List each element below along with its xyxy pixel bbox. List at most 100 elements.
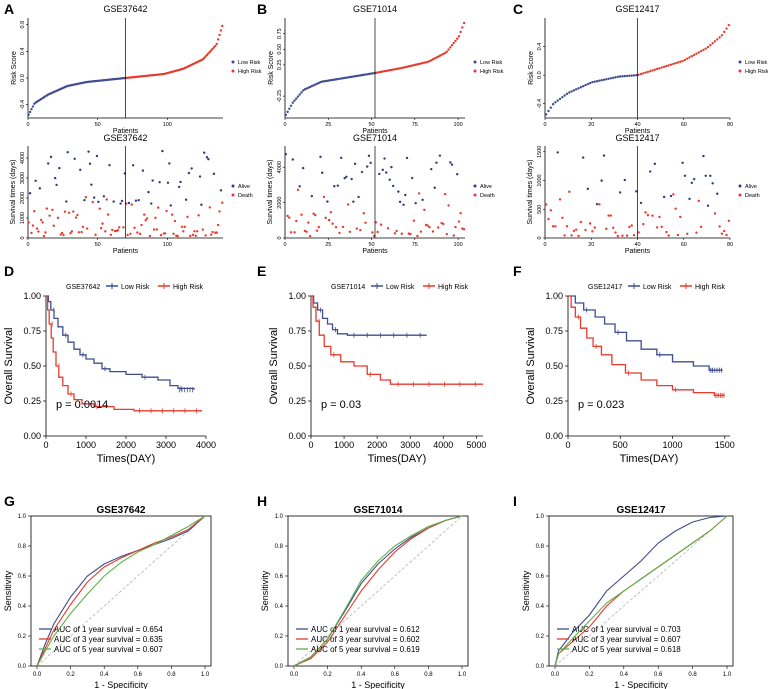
risk-point [623,74,626,78]
y-tick-label: 2000 [20,192,26,204]
death-point [35,227,39,230]
alive-point [177,185,181,189]
alive-point [366,165,369,168]
panel-letter-A: A [4,1,14,17]
legend-label-low: Low Risk [386,284,415,291]
x-axis-label: Times(DAY) [620,453,679,465]
y-tick-label: 0.25 [288,396,306,406]
x-tick-label: 75 [412,242,418,248]
death-point [140,223,143,227]
y-tick-label: 0.4 [537,43,543,51]
p-value-label: p = 0.03 [321,399,361,411]
y-tick-label: 0.2 [275,634,284,640]
x-tick-label: 50 [95,242,101,248]
y-tick-label: 0.0 [537,71,543,79]
alive-point [190,167,193,170]
alive-point [405,156,409,160]
risk-point [591,80,594,84]
death-point [37,230,40,233]
risk-point [642,72,645,75]
x-tick-label: 0.2 [323,672,332,678]
risk-point [676,61,680,64]
x-tick-label: 1000 [663,440,683,450]
y-tick-label: -0.4 [537,99,543,108]
legend-marker-alive [231,184,235,188]
y-tick-label: 0 [20,236,26,239]
death-point [215,231,218,234]
death-point [157,206,160,209]
y-tick-label: 3000 [20,172,26,184]
risk-point [681,59,684,63]
alive-point [66,150,69,154]
legend-marker-low [231,60,235,64]
death-point [676,233,680,237]
death-point [315,229,319,232]
alive-point [198,175,202,178]
alive-point [97,200,100,204]
alive-point [137,198,140,202]
roc-curve-3yr [293,515,463,667]
risk-point [723,30,726,34]
alive-point [53,176,57,180]
death-point [183,225,186,229]
death-point [364,221,367,225]
y-tick-label: 0.00 [288,431,306,441]
death-point [98,207,101,210]
death-point [314,213,317,217]
risk-point [612,76,615,80]
alive-point [88,162,92,165]
legend-title: GSE71014 [331,284,365,291]
death-point [379,223,383,226]
alive-point [595,202,599,206]
risk-point [205,53,209,57]
death-point [136,231,139,234]
risk-point [215,42,218,46]
legend-label: AUC of 1 year survival = 0.654 [54,625,163,634]
plot-title: GSE71014 [353,4,397,14]
y-tick-label: 1500 [537,146,543,158]
alive-point [28,192,32,195]
plot-frame [548,515,734,667]
km-plot-F: 0 500 1000 1500 0.00 0.25 0.50 0.75 1.00 Times(DA… [525,283,735,465]
death-point [416,234,419,238]
alive-point [350,177,353,181]
risk-point [646,70,650,74]
risk-point [586,82,589,86]
death-point [547,217,550,221]
x-tick-label: 50 [95,122,101,128]
risk-point [665,64,668,68]
y-tick-label: 0.4 [18,604,27,610]
x-tick-label: 4000 [433,440,453,450]
death-point [579,220,583,224]
risk-point [635,74,638,77]
death-point [565,225,569,228]
death-point [561,216,564,219]
risk-point [544,113,548,116]
alive-point [397,190,400,193]
risk-point [697,51,700,54]
death-point [417,192,421,195]
death-point [395,229,398,233]
y-tick-label: 4000 [277,161,283,173]
y-tick-label: 0.0 [20,74,26,82]
risk-point [704,47,707,50]
x-tick-label: 0.8 [424,672,433,678]
roc-curve-1yr [36,515,206,667]
legend-label-alive: Alive [745,184,757,190]
alive-point [340,156,343,160]
y-tick-label: -0.25 [277,90,283,103]
death-point [575,228,578,231]
risk-point [713,40,717,43]
y-tick-label: 0.8 [536,544,545,550]
y-tick-label: 0.50 [23,361,41,371]
risk-point [709,43,712,47]
death-point [697,199,700,203]
y-axis-label: Sensitivity [260,570,270,611]
x-tick-label: 1500 [715,440,735,450]
y-tick-label: 0 [537,236,543,239]
death-point [60,231,64,235]
death-point [84,196,88,199]
death-point [454,225,457,229]
death-point [197,214,200,217]
death-point [163,232,167,235]
